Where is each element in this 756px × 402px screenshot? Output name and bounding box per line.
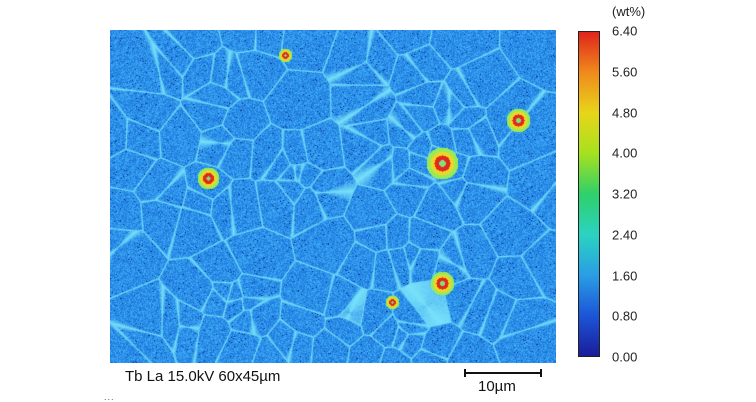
colorbar-tick-label: 0.00 <box>612 349 638 365</box>
colorbar-tick-label: 0.80 <box>612 308 638 324</box>
colorbar-tick-label: 1.60 <box>612 268 638 283</box>
map-caption: Tb La 15.0kV 60x45µm <box>125 368 281 385</box>
colorbar-tick-label: 5.60 <box>612 64 638 80</box>
colorbar-unit: (wt%) <box>612 4 646 19</box>
footer-mark: ... <box>104 392 115 402</box>
scale-bar-label: 10µm <box>478 378 516 395</box>
scale-bar-line <box>464 372 542 374</box>
elemental-map-image <box>110 30 556 363</box>
colorbar <box>578 31 600 357</box>
scale-bar-cap-right <box>540 369 542 377</box>
colorbar-tick-labels: 6.40 5.60 4.80 4.00 3.20 2.40 1.60 0.80 0.00 <box>612 24 682 365</box>
colorbar-tick-label: 3.20 <box>612 186 638 202</box>
colorbar-tick-label: 2.40 <box>612 227 638 243</box>
scale-bar-cap-left <box>464 369 466 377</box>
colorbar-tick-label: 4.00 <box>612 145 638 161</box>
colorbar-tick-label: 6.40 <box>612 23 638 39</box>
scale-bar <box>464 369 542 377</box>
colorbar-tick-label: 4.80 <box>612 105 638 120</box>
